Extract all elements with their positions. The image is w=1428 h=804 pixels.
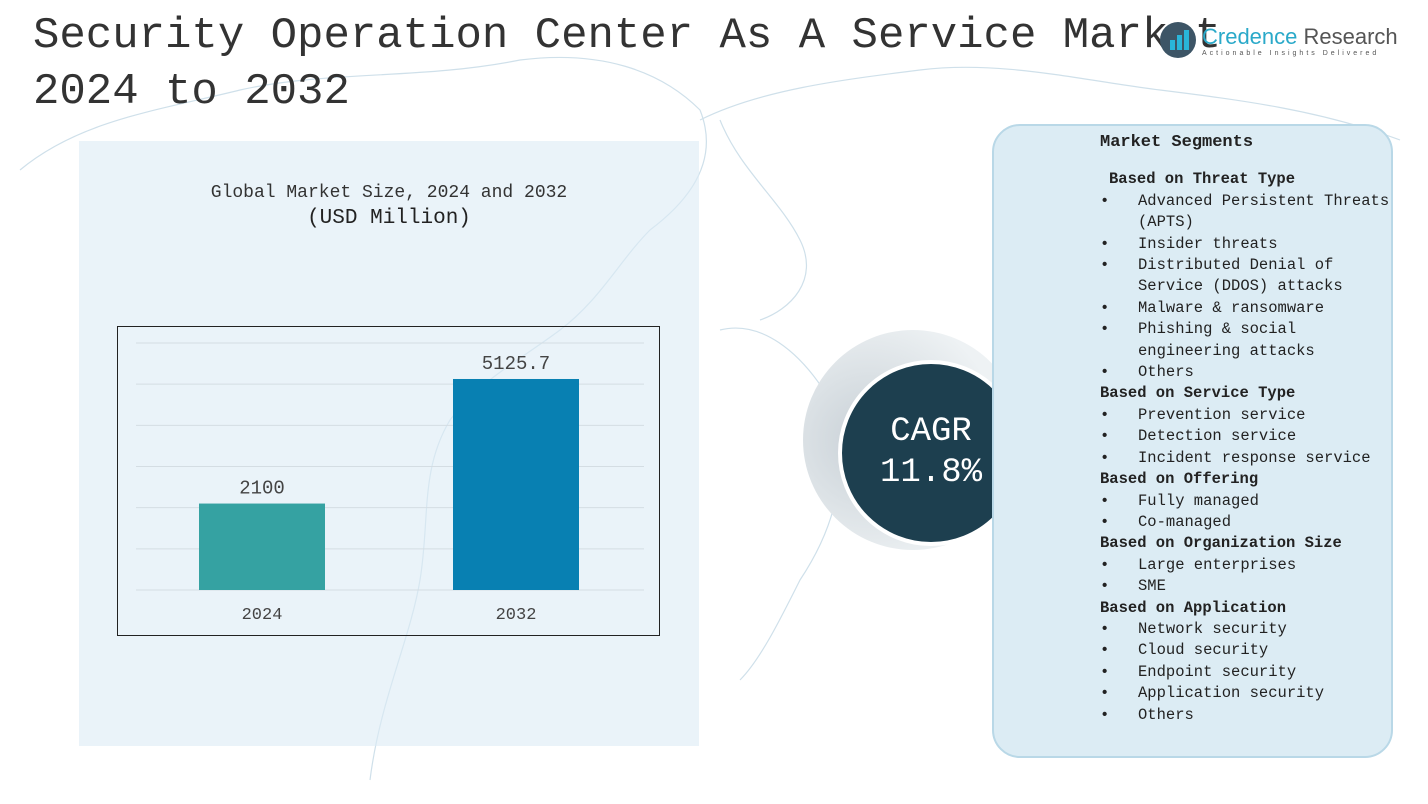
segment-item: Incident response service (1100, 448, 1391, 470)
segment-item: Distributed Denial of Service (DDOS) att… (1100, 255, 1391, 298)
cagr-label: CAGR (890, 413, 972, 451)
logo-name-a: Credence (1202, 23, 1298, 49)
chart-unit: (USD Million) (307, 207, 471, 230)
x-tick-label: 2024 (242, 606, 283, 625)
cagr-value: 11.8% (879, 454, 983, 492)
segment-item: Phishing & social engineering attacks (1100, 319, 1391, 362)
page-title: Security Operation Center As A Service M… (33, 8, 1221, 120)
chart-panel-background (79, 141, 699, 746)
segment-group-heading: Based on Offering (1100, 470, 1259, 489)
title-line-1: Security Operation Center As A Service M… (33, 11, 1222, 61)
logo-name-b: Research (1297, 23, 1398, 49)
credence-research-logo: Credence Research Actionable Insights De… (1160, 22, 1398, 58)
segment-item: Application security (1100, 683, 1391, 705)
segment-item: Network security (1100, 619, 1391, 641)
segment-item: Malware & ransomware (1100, 298, 1391, 320)
segment-groups: Based on Threat Type Advanced Persistent … (1100, 169, 1391, 726)
segment-item: Insider threats (1100, 234, 1391, 256)
segment-item: Others (1100, 705, 1391, 727)
market-segments-panel: Market Segments Based on Threat Type Adva… (992, 124, 1393, 758)
chart-heading: Global Market Size, 2024 and 2032 (USD M… (79, 183, 699, 230)
bar-chart: 2100 2024 5125.7 2032 (117, 326, 660, 636)
logo-name: Credence Research (1202, 24, 1398, 50)
segment-item: Endpoint security (1100, 662, 1391, 684)
segment-group-heading: Based on Service Type (1100, 384, 1296, 403)
chart-title: Global Market Size, 2024 and 2032 (210, 183, 568, 203)
segment-group-heading: Based on Application (1100, 598, 1287, 617)
segment-item: SME (1100, 576, 1391, 598)
segment-item: Co-managed (1100, 512, 1391, 534)
data-label: 5125.7 (482, 353, 550, 375)
data-label: 2100 (239, 478, 285, 500)
segment-item: Advanced Persistent Threats (APTS) (1100, 191, 1391, 234)
segment-item: Fully managed (1100, 491, 1391, 513)
segment-item: Cloud security (1100, 640, 1391, 662)
logo-bar-chart-icon (1160, 22, 1196, 58)
bar-2024 (199, 503, 325, 590)
segment-item: Detection service (1100, 426, 1391, 448)
segment-group-heading: Based on Threat Type (1109, 170, 1296, 189)
x-tick-label: 2032 (496, 606, 537, 625)
segment-item: Others (1100, 362, 1391, 384)
title-line-2: 2024 to 2032 (33, 67, 350, 117)
segment-group-heading: Based on Organization Size (1100, 534, 1342, 553)
bar-chart-svg: 2100 2024 5125.7 2032 (136, 342, 644, 625)
bar-2032 (453, 378, 579, 590)
logo-tagline: Actionable Insights Delivered (1202, 49, 1380, 57)
segments-title: Market Segments (1100, 133, 1254, 152)
segment-item: Prevention service (1100, 405, 1391, 427)
segment-item: Large enterprises (1100, 555, 1391, 577)
